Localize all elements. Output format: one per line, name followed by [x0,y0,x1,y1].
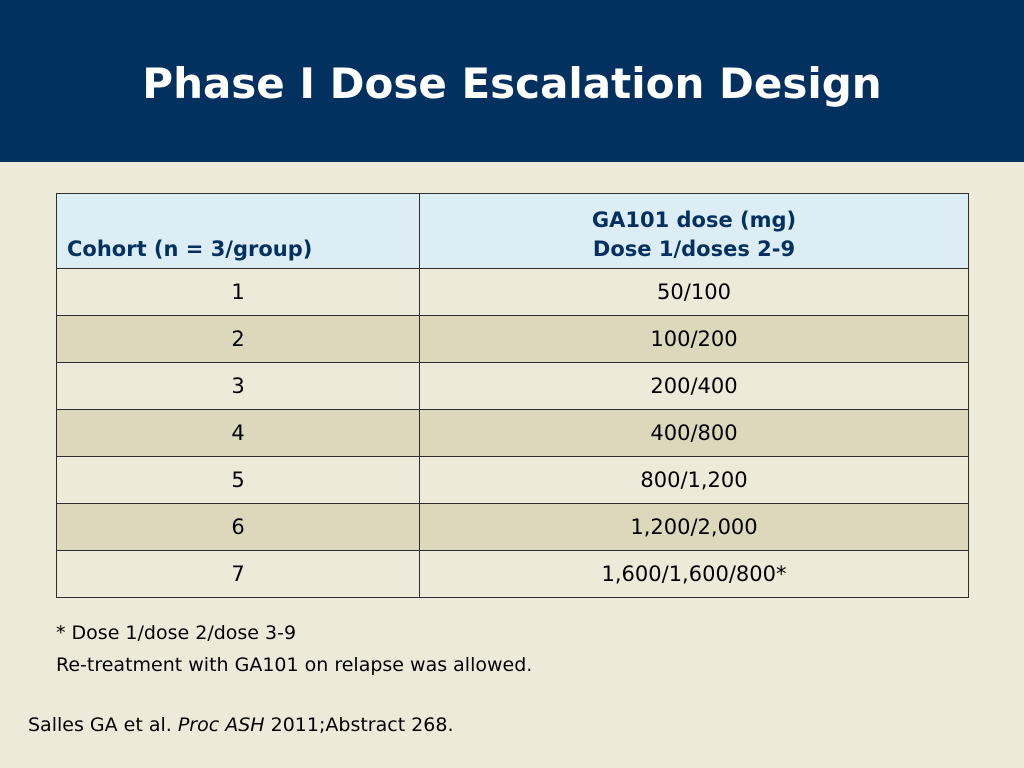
footnote-retreatment: Re-treatment with GA101 on relapse was a… [56,654,533,676]
column-header-dose-line2: Dose 1/doses 2-9 [592,237,796,261]
cohort-cell: 3 [56,362,420,410]
table-row: 3 200/400 [56,362,969,410]
slide-header: Phase I Dose Escalation Design [0,0,1024,162]
table-row: 5 800/1,200 [56,456,969,504]
table-header-row: Cohort (n = 3/group) GA101 dose (mg) Dos… [56,193,969,269]
slide-title: Phase I Dose Escalation Design [142,58,882,108]
citation-journal: Proc ASH [177,714,265,736]
cohort-cell: 5 [56,456,420,504]
dose-cell: 800/1,200 [419,456,969,504]
table-row: 4 400/800 [56,409,969,457]
dose-cell: 200/400 [419,362,969,410]
dose-escalation-table: Cohort (n = 3/group) GA101 dose (mg) Dos… [56,193,969,598]
dose-cell: 400/800 [419,409,969,457]
dose-cell: 1,600/1,600/800* [419,550,969,598]
column-header-dose-line1: GA101 dose (mg) [591,208,797,232]
column-header-cohort: Cohort (n = 3/group) [56,193,420,269]
dose-cell: 1,200/2,000 [419,503,969,551]
cohort-cell: 1 [56,268,420,316]
dose-cell: 100/200 [419,315,969,363]
table-row: 6 1,200/2,000 [56,503,969,551]
cohort-cell: 2 [56,315,420,363]
column-header-dose: GA101 dose (mg) Dose 1/doses 2-9 [419,193,969,269]
table-row: 1 50/100 [56,268,969,316]
table-row: 7 1,600/1,600/800* [56,550,969,598]
cohort-cell: 7 [56,550,420,598]
footnotes: * Dose 1/dose 2/dose 3-9 Re-treatment wi… [56,617,532,681]
dose-cell: 50/100 [419,268,969,316]
citation-detail: 2011;Abstract 268. [270,714,454,736]
cohort-cell: 4 [56,409,420,457]
table-row: 2 100/200 [56,315,969,363]
footnote-dose-schedule: * Dose 1/dose 2/dose 3-9 [56,622,297,644]
cohort-cell: 6 [56,503,420,551]
citation: Salles GA et al. Proc ASH 2011;Abstract … [28,714,453,736]
citation-authors: Salles GA et al. [28,714,172,736]
